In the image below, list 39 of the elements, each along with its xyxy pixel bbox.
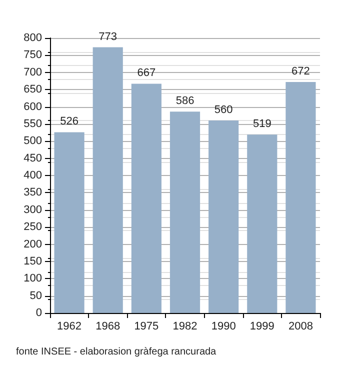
bar bbox=[170, 112, 200, 313]
data-label: 586 bbox=[176, 95, 194, 108]
x-tick-label: 1990 bbox=[211, 320, 236, 332]
bar bbox=[286, 82, 316, 313]
y-tick-label: 550 bbox=[24, 118, 42, 130]
y-tick-label: 750 bbox=[24, 49, 42, 62]
y-tick-label: 0 bbox=[36, 307, 42, 319]
x-tick-label: 1982 bbox=[172, 320, 198, 332]
data-label: 667 bbox=[137, 67, 156, 80]
bar bbox=[131, 84, 162, 313]
y-tick-label: 150 bbox=[24, 255, 42, 268]
y-tick-label: 700 bbox=[24, 66, 42, 78]
y-tick-label: 650 bbox=[24, 84, 42, 96]
y-tick-label: 600 bbox=[24, 100, 42, 113]
x-tick-label: 1975 bbox=[134, 320, 159, 332]
y-tick-label: 800 bbox=[24, 32, 42, 44]
data-label: 672 bbox=[292, 66, 310, 78]
bar bbox=[247, 134, 278, 313]
y-tick-label: 200 bbox=[24, 238, 42, 250]
data-label: 560 bbox=[214, 104, 233, 116]
y-tick-label: 450 bbox=[24, 152, 42, 164]
y-tick-label: 100 bbox=[24, 272, 42, 285]
x-tick-label: 1999 bbox=[250, 320, 274, 332]
y-tick-label: 350 bbox=[24, 186, 42, 199]
data-label: 519 bbox=[252, 118, 272, 130]
bar bbox=[54, 132, 84, 313]
x-tick-label: 2008 bbox=[288, 320, 313, 332]
x-tick-label: 1962 bbox=[57, 320, 82, 332]
bar bbox=[208, 120, 239, 313]
y-tick-label: 50 bbox=[30, 290, 42, 302]
y-tick-label: 250 bbox=[24, 221, 42, 234]
y-tick-label: 400 bbox=[24, 170, 42, 182]
y-tick-label: 500 bbox=[24, 135, 42, 148]
x-tick-label: 1968 bbox=[96, 320, 120, 332]
data-label: 526 bbox=[60, 116, 78, 128]
data-label: 773 bbox=[98, 30, 118, 43]
y-tick-label: 300 bbox=[24, 204, 42, 216]
source-note: fonte INSEE - elaborasion gràfega rancurada bbox=[16, 346, 217, 358]
bar bbox=[92, 47, 123, 313]
